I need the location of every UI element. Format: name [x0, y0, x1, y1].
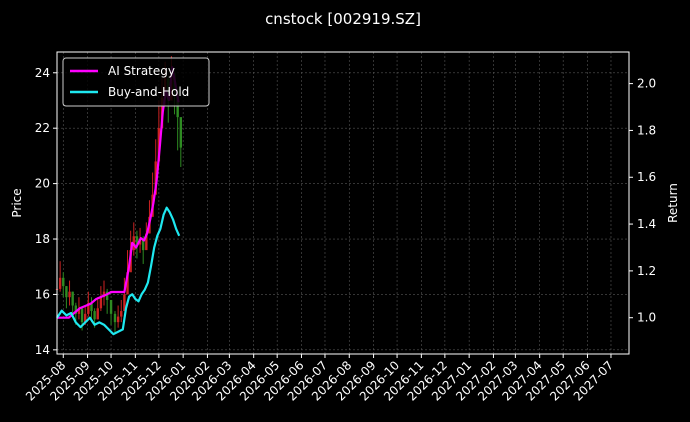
- price-candle-body: [179, 117, 183, 148]
- price-candle-body: [68, 291, 71, 298]
- price-candle-body: [87, 302, 90, 314]
- price-candle-body: [99, 297, 103, 309]
- price-candle-body: [93, 311, 96, 320]
- date-axis: 2025-082025-092025-102025-112025-122026-…: [23, 354, 616, 404]
- price-candle-body: [65, 286, 68, 298]
- plot-frame: [56, 51, 630, 355]
- price-candle-body: [126, 272, 129, 295]
- y2-tick-label: 1.8: [637, 123, 656, 137]
- price-candle-body: [62, 277, 65, 287]
- price-candle-body: [135, 236, 139, 245]
- legend: AI Strategy Buy-and-Hold: [62, 57, 210, 107]
- price-candle-body: [96, 308, 99, 320]
- y2-tick-label: 1.0: [637, 311, 656, 325]
- price-candle-body: [157, 128, 161, 162]
- price-candle-body: [80, 308, 84, 323]
- price-candle-body: [84, 313, 87, 323]
- y-tick-label: 22: [35, 121, 50, 135]
- price-candle-body: [141, 239, 145, 251]
- price-candle-body: [109, 299, 113, 314]
- price-candle-body: [71, 291, 74, 306]
- price-candle-body: [116, 316, 120, 323]
- y2-tick-label: 1.6: [637, 170, 656, 184]
- y-tick-label: 16: [35, 287, 50, 301]
- chart-title: cnstock [002919.SZ]: [265, 10, 421, 28]
- y-tick-label: 18: [35, 232, 50, 246]
- y-axis-label: Price: [10, 188, 24, 217]
- y2-axis-label: Return: [666, 183, 680, 223]
- price-candle-body: [90, 302, 93, 312]
- legend-label-buy-and-hold: Buy-and-Hold: [108, 85, 189, 99]
- legend-label-ai-strategy: AI Strategy: [108, 64, 175, 78]
- grid: [57, 52, 629, 354]
- price-candle-body: [77, 308, 81, 314]
- legend-box: [62, 57, 210, 107]
- y-tick-label: 24: [35, 66, 50, 80]
- price-candle-body: [123, 294, 126, 312]
- y2-tick-label: 2.0: [637, 77, 656, 91]
- price-candle-body: [74, 305, 78, 314]
- y2-tick-label: 1.4: [637, 217, 656, 231]
- y2-tick-label: 1.2: [637, 264, 656, 278]
- return-axis: 1.0 1.2 1.4 1.6 1.8 2.0: [629, 77, 656, 325]
- y-tick-label: 20: [35, 177, 50, 191]
- price-candle-body: [145, 233, 148, 251]
- price-candle-body: [113, 313, 117, 323]
- price-candle-body: [120, 311, 123, 317]
- buy-and-hold-line: [56, 206, 181, 336]
- price-candle-body: [58, 277, 62, 289]
- y-tick-label: 14: [35, 343, 50, 357]
- price-candle-body: [154, 161, 157, 195]
- price-candle-body: [105, 291, 109, 300]
- price-axis: 14 16 18 20 22 24: [35, 66, 57, 357]
